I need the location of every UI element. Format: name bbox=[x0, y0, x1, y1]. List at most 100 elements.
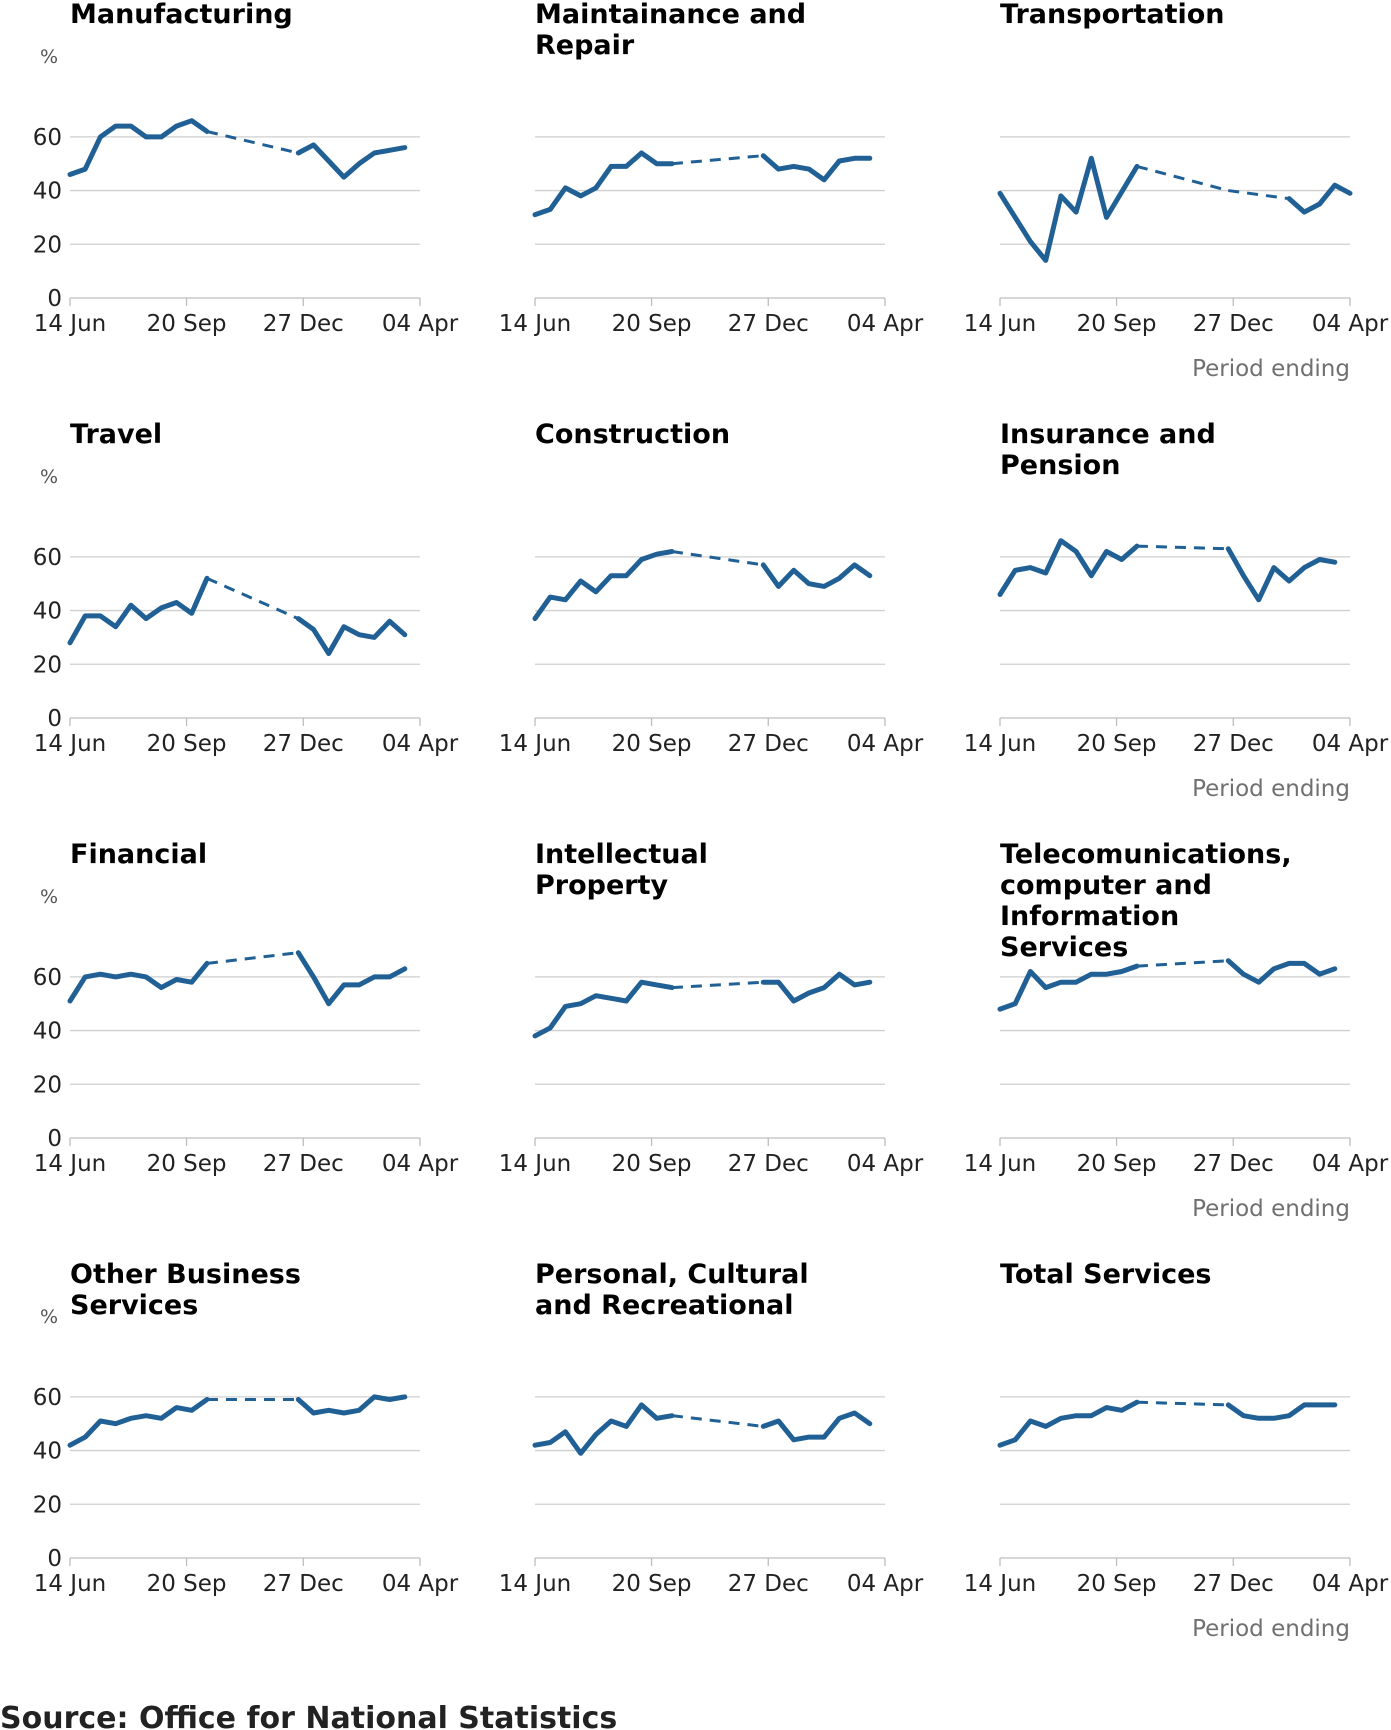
chart-title: Maintainance and Repair bbox=[535, 0, 806, 61]
x-tick-label: 27 Dec bbox=[728, 1571, 809, 1597]
chart-title-line: Insurance and bbox=[1000, 419, 1216, 450]
series-line bbox=[532, 150, 675, 218]
series-line bbox=[760, 1410, 873, 1443]
x-tick-label: 14 Jun bbox=[499, 1571, 572, 1597]
series-gap-dashed-line bbox=[1136, 959, 1229, 968]
y-tick-label: 20 bbox=[33, 1072, 62, 1098]
chart-title-line: computer and bbox=[1000, 870, 1212, 901]
x-tick-label: 04 Apr bbox=[1312, 1571, 1389, 1597]
x-tick-label: 27 Dec bbox=[263, 1571, 344, 1597]
chart-title-line: and Recreational bbox=[535, 1290, 794, 1321]
series-line bbox=[1225, 546, 1338, 603]
y-tick-label: 40 bbox=[33, 1439, 62, 1465]
x-tick-label: 14 Jun bbox=[499, 311, 572, 337]
x-tick-label: 14 Jun bbox=[499, 731, 572, 757]
series-gap-dashed-line bbox=[206, 951, 299, 965]
x-tick-label: 04 Apr bbox=[1312, 311, 1389, 337]
x-tick-label: 27 Dec bbox=[1193, 1151, 1274, 1177]
x-tick-label: 20 Sep bbox=[147, 311, 227, 337]
chart-panel: Manufacturing% 0 20 40 60 14 Jun 20 Sep 27 Dec 0… bbox=[33, 0, 459, 337]
source-note: Source: Office for National Statistics bbox=[0, 1701, 617, 1730]
x-tick-label: 27 Dec bbox=[263, 311, 344, 337]
x-tick-label: 04 Apr bbox=[847, 311, 924, 337]
x-tick-label: 04 Apr bbox=[1312, 731, 1389, 757]
series-line bbox=[532, 1402, 675, 1456]
x-tick-label: 27 Dec bbox=[728, 1151, 809, 1177]
chart-title-line: Other Business bbox=[70, 1259, 301, 1290]
series-gap-dashed-line bbox=[671, 154, 764, 166]
chart-panel: Insurance and Pension 14 Jun 20 Sep 27 Dec 04… bbox=[964, 419, 1389, 802]
series-line bbox=[67, 1397, 210, 1448]
x-tick-label: 20 Sep bbox=[612, 311, 692, 337]
x-tick-label: 20 Sep bbox=[1077, 311, 1157, 337]
x-tick-label: 04 Apr bbox=[382, 1571, 459, 1597]
chart-panel: Transportation 14 Jun 20 Sep 27 Dec 04 Apr Pe… bbox=[964, 0, 1389, 382]
x-tick-label: 20 Sep bbox=[147, 1151, 227, 1177]
series-line bbox=[295, 1394, 408, 1416]
x-tick-label: 04 Apr bbox=[382, 311, 459, 337]
series-gap-dashed-line bbox=[671, 550, 764, 567]
series-gap-dashed-line bbox=[206, 576, 299, 621]
x-tick-label: 14 Jun bbox=[964, 311, 1037, 337]
y-tick-label: 20 bbox=[33, 232, 62, 258]
series-line bbox=[1225, 958, 1338, 985]
chart-title-line: Manufacturing bbox=[70, 0, 293, 30]
chart-title-line: Information bbox=[1000, 901, 1179, 932]
chart-title: Other Business Services bbox=[70, 1259, 301, 1321]
x-tick-label: 20 Sep bbox=[612, 1571, 692, 1597]
y-unit-label: % bbox=[40, 466, 58, 488]
chart-panel: Construction 14 Jun 20 Sep 27 Dec 04 Apr bbox=[499, 419, 924, 757]
chart-title-line: Intellectual bbox=[535, 839, 708, 870]
x-tick-label: 14 Jun bbox=[964, 1151, 1037, 1177]
chart-title: Telecomunications, computer and Informatio… bbox=[1000, 839, 1292, 963]
series-line bbox=[997, 1399, 1140, 1448]
x-tick-label: 27 Dec bbox=[263, 1151, 344, 1177]
y-tick-label: 0 bbox=[47, 706, 62, 732]
series-line bbox=[760, 562, 873, 589]
series-gap-dashed-line bbox=[671, 1414, 764, 1428]
chart-title-line: Pension bbox=[1000, 450, 1120, 481]
chart-panel: Other Business Services% 0 20 40 60 14 Jun 20 S… bbox=[33, 1259, 459, 1597]
x-tick-label: 27 Dec bbox=[1193, 311, 1274, 337]
series-line bbox=[67, 575, 210, 646]
chart-panel: Financial% 0 20 40 60 14 Jun 20 Sep 27 Dec 04 Ap… bbox=[33, 839, 459, 1177]
chart-title: Travel bbox=[70, 419, 162, 450]
series-line bbox=[67, 960, 210, 1004]
chart-panel: Personal, Cultural and Recreational 14 Jun… bbox=[499, 1259, 924, 1597]
chart-title-line: Transportation bbox=[1000, 0, 1225, 30]
chart-title: Personal, Cultural and Recreational bbox=[535, 1259, 809, 1321]
y-tick-label: 60 bbox=[33, 545, 62, 571]
series-line bbox=[295, 950, 408, 1007]
x-tick-label: 27 Dec bbox=[263, 731, 344, 757]
y-tick-label: 20 bbox=[33, 1492, 62, 1518]
series-line bbox=[1286, 182, 1353, 215]
y-tick-label: 0 bbox=[47, 1546, 62, 1572]
series-line bbox=[295, 616, 408, 656]
series-line bbox=[997, 155, 1140, 263]
y-tick-label: 40 bbox=[33, 599, 62, 625]
chart-title-line: Personal, Cultural bbox=[535, 1259, 809, 1290]
series-gap-dashed-line bbox=[1228, 189, 1290, 201]
chart-title-line: Repair bbox=[535, 30, 635, 61]
series-gap-dashed-line bbox=[1136, 164, 1229, 193]
y-tick-label: 0 bbox=[47, 286, 62, 312]
series-line bbox=[760, 971, 873, 1004]
chart-title-line: Services bbox=[1000, 932, 1128, 963]
chart-title-line: Total Services bbox=[1000, 1259, 1211, 1290]
chart-title-line: Property bbox=[535, 870, 669, 901]
y-tick-label: 60 bbox=[33, 1385, 62, 1411]
x-tick-label: 20 Sep bbox=[1077, 731, 1157, 757]
x-tick-label: 14 Jun bbox=[964, 1571, 1037, 1597]
x-tick-label: 27 Dec bbox=[728, 311, 809, 337]
chart-title: Total Services bbox=[1000, 1259, 1211, 1290]
series-line bbox=[295, 142, 408, 180]
series-line bbox=[532, 549, 675, 622]
series-line bbox=[532, 979, 675, 1039]
chart-panel: Total Services 14 Jun 20 Sep 27 Dec 04 Apr Pe… bbox=[964, 1259, 1389, 1642]
chart-title: Manufacturing bbox=[70, 0, 293, 30]
chart-title: Intellectual Property bbox=[535, 839, 708, 901]
chart-title-line: Services bbox=[70, 1290, 198, 1321]
x-tick-label: 14 Jun bbox=[34, 1151, 107, 1177]
